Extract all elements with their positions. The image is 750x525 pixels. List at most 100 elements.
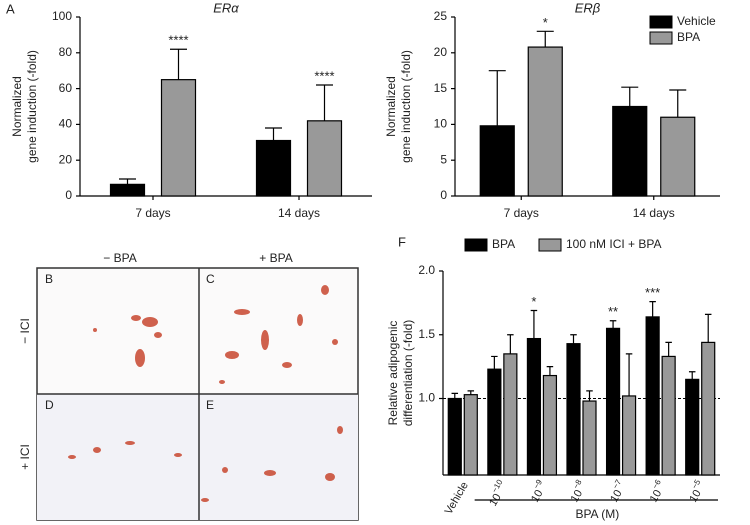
y-tick-label: 1.0: [418, 391, 435, 405]
row-label: + ICI: [18, 444, 32, 470]
legend-swatch: [649, 31, 673, 45]
error-bar: [609, 320, 617, 329]
legend-label: BPA: [492, 237, 515, 251]
error-bar: [316, 84, 333, 121]
error-bar: [507, 334, 514, 354]
panel-label: B: [45, 272, 53, 286]
x-tick-label: 7 days: [504, 206, 539, 220]
bar: [660, 116, 696, 197]
error-bar: [265, 127, 282, 141]
bar: [621, 395, 637, 476]
bar: [701, 341, 716, 476]
bar: [566, 343, 581, 476]
error-bar: [625, 353, 633, 396]
error-bar: [119, 178, 136, 185]
error-bar: [669, 89, 687, 118]
error-bar: [170, 48, 187, 80]
y-axis-label: gene induction (-fold): [25, 50, 39, 163]
x-tick-label: 14 days: [633, 206, 675, 220]
error-bar: [546, 366, 554, 376]
x-tick-label: 14 days: [278, 206, 320, 220]
legend-swatch: [649, 15, 673, 29]
column-label: − BPA: [103, 251, 136, 265]
y-tick-label: 25: [434, 9, 448, 23]
significance: **: [608, 304, 618, 319]
x-tick-label: 7 days: [135, 206, 170, 220]
y-tick-label: 60: [59, 81, 73, 95]
bar: [527, 46, 563, 197]
panel-label: E: [206, 398, 214, 412]
error-bar: [451, 392, 459, 399]
stained-cells: [68, 285, 343, 502]
bar: [447, 397, 462, 476]
error-bar: [704, 313, 712, 343]
panel-label: D: [45, 398, 54, 412]
error-bar: [570, 334, 577, 344]
error-bar: [665, 341, 672, 357]
error-bar: [688, 371, 696, 380]
y-tick-label: 15: [434, 81, 448, 95]
bar: [479, 125, 515, 197]
error-bar: [488, 70, 506, 126]
y-tick-label: 80: [59, 45, 73, 59]
error-bar: [467, 390, 475, 395]
chart-title: ERβ: [575, 0, 601, 15]
x-axis-label: BPA (M): [575, 507, 619, 521]
significance: ****: [314, 68, 334, 83]
bar: [645, 316, 660, 476]
y-tick-label: 5: [440, 152, 447, 166]
y-tick-label: 0: [440, 188, 447, 202]
bar: [582, 400, 597, 476]
bar: [160, 79, 197, 197]
chart-title: ERα: [213, 0, 239, 15]
error-bar: [621, 86, 639, 107]
significance: *: [543, 15, 548, 30]
significance: ***: [645, 285, 660, 300]
error-bar: [491, 355, 498, 370]
y-axis-label: gene induction (-fold): [399, 50, 413, 163]
y-tick-label: 10: [434, 117, 448, 131]
y-tick-label: 100: [52, 9, 72, 23]
y-tick-label: 2.0: [418, 263, 435, 277]
bar: [487, 368, 502, 476]
bar: [463, 394, 478, 476]
legend-label: BPA: [677, 30, 700, 44]
micrographs: − BPA + BPA − ICI + ICI B C D E: [18, 251, 359, 521]
y-axis-label: Relative adipogenic: [386, 321, 400, 426]
bar: [109, 183, 146, 197]
bar: [685, 378, 700, 476]
panel-label: C: [206, 272, 215, 286]
error-bar: [530, 309, 538, 339]
legend-label: Vehicle: [677, 14, 716, 28]
bar: [542, 374, 558, 476]
micrograph-bg: [37, 394, 358, 520]
y-tick-label: 40: [59, 117, 73, 131]
error-bar: [586, 390, 593, 402]
significance: ****: [168, 33, 188, 48]
y-axis-label: Normalized: [384, 76, 398, 137]
row-label: − ICI: [18, 318, 32, 344]
y-tick-label: 20: [59, 152, 73, 166]
y-tick-label: 20: [434, 45, 448, 59]
bar: [255, 139, 292, 197]
bar: [306, 120, 343, 197]
error-bar: [536, 30, 554, 48]
legend-swatch: [538, 238, 562, 252]
y-axis-label: Normalized: [10, 76, 24, 137]
error-bar: [649, 301, 656, 317]
bar: [526, 337, 542, 476]
legend-label: 100 nM ICI + BPA: [566, 237, 662, 251]
column-label: + BPA: [259, 251, 292, 265]
bar: [612, 105, 648, 197]
bar: [605, 327, 621, 476]
panel-label: F: [398, 234, 406, 249]
y-tick-label: 0: [65, 188, 72, 202]
bar: [503, 353, 518, 476]
x-tick-label: 10−10: [484, 478, 511, 509]
y-tick-label: 1.5: [418, 327, 435, 341]
panel-label: A: [6, 1, 15, 16]
y-axis-label: differentiation (-fold): [401, 320, 415, 427]
legend-swatch: [464, 238, 488, 252]
